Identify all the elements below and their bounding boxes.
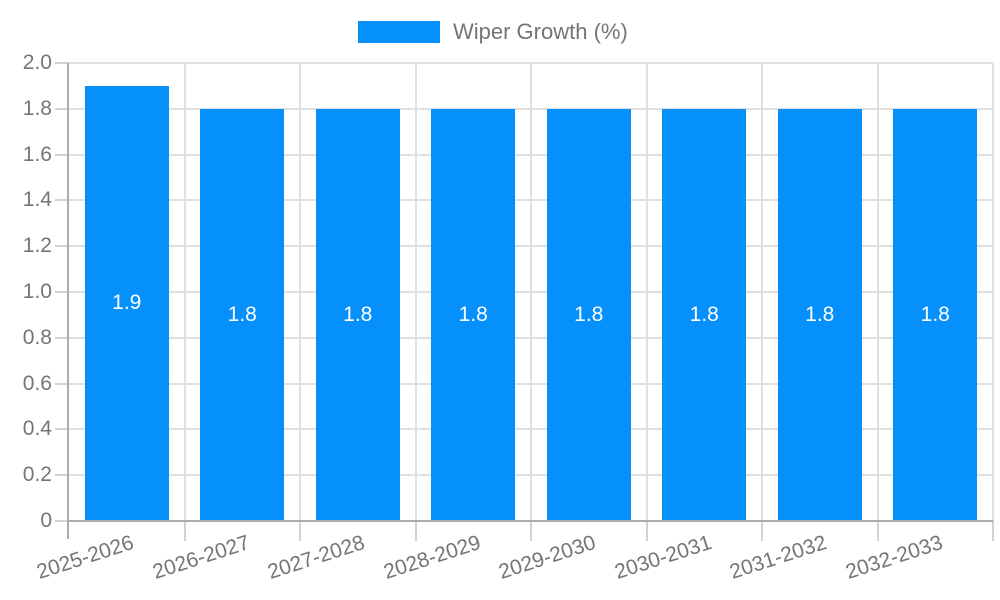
- bar: [777, 108, 862, 521]
- y-axis-tick-label: 0.8: [22, 325, 52, 349]
- x-gridline: [876, 63, 879, 521]
- x-axis-tick-label: 2030-2031: [611, 531, 715, 584]
- x-tick-mark: [414, 521, 417, 541]
- bar-value-label: 1.8: [227, 302, 257, 326]
- y-axis-tick-label: 0.2: [22, 463, 52, 487]
- x-tick-mark: [992, 521, 994, 541]
- y-tick-mark: [55, 153, 69, 156]
- x-axis-tick-label: 2026-2027: [149, 531, 253, 584]
- y-tick-mark: [55, 428, 69, 431]
- y-axis-tick-label: 1.2: [22, 234, 52, 258]
- y-axis-tick-label: 1.4: [22, 188, 52, 212]
- bar: [84, 85, 169, 521]
- bar-value-label: 1.9: [112, 291, 142, 315]
- x-tick-mark: [645, 521, 648, 541]
- bar-value-label: 1.8: [574, 302, 604, 326]
- x-axis-tick-label: 2029-2030: [496, 531, 599, 584]
- y-axis-tick-label: 2.0: [22, 51, 52, 74]
- x-tick-mark: [183, 521, 186, 541]
- x-gridline: [530, 63, 532, 521]
- y-tick-mark: [55, 474, 69, 477]
- x-gridline: [183, 63, 186, 521]
- y-axis-tick-label: 1.8: [22, 96, 52, 120]
- y-tick-mark: [55, 199, 69, 202]
- y-tick-mark: [55, 291, 69, 293]
- x-axis-tick-label: 2031-2032: [727, 531, 830, 584]
- y-axis-tick-label: 0.6: [22, 371, 52, 395]
- x-tick-mark: [876, 521, 879, 541]
- x-tick-mark: [530, 521, 532, 541]
- x-gridline: [761, 63, 763, 521]
- x-axis-line: [69, 520, 993, 522]
- bar: [200, 108, 285, 521]
- x-axis-tick-label: 2027-2028: [265, 531, 368, 584]
- y-axis-tick-label: 0.4: [22, 417, 52, 441]
- y-axis-tick-label: 0: [40, 509, 52, 532]
- y-tick-mark: [55, 107, 69, 110]
- bar: [662, 108, 747, 521]
- y-axis-tick-label: 1.6: [22, 142, 52, 166]
- bar: [315, 108, 400, 521]
- x-gridline: [299, 63, 301, 521]
- y-axis-tick-label: 1.0: [22, 280, 52, 303]
- bar-value-label: 1.8: [920, 302, 950, 326]
- y-tick-mark: [55, 245, 69, 248]
- x-gridline: [992, 63, 994, 521]
- x-tick-mark: [299, 521, 301, 541]
- bar: [431, 108, 516, 521]
- y-tick-mark: [55, 62, 69, 64]
- x-axis-tick-label: 2025-2026: [34, 531, 137, 584]
- y-tick-mark: [55, 520, 69, 522]
- legend-swatch: [358, 21, 440, 43]
- bar-value-label: 1.8: [805, 302, 835, 326]
- x-tick-mark: [761, 521, 763, 541]
- x-gridline: [645, 63, 648, 521]
- y-tick-mark: [55, 336, 69, 339]
- legend-label: Wiper Growth (%): [453, 19, 628, 44]
- bar: [893, 108, 978, 521]
- y-axis-line: [67, 63, 69, 539]
- x-gridline: [414, 63, 417, 521]
- x-axis-tick-label: 2028-2029: [380, 531, 484, 584]
- x-axis-tick-label: 2032-2033: [842, 531, 946, 584]
- bar: [546, 108, 631, 521]
- legend-item[interactable]: Wiper Growth (%): [358, 19, 628, 45]
- bar-value-label: 1.8: [343, 302, 373, 326]
- bar-value-label: 1.8: [458, 302, 488, 326]
- y-tick-mark: [55, 382, 69, 385]
- bar-value-label: 1.8: [689, 302, 719, 326]
